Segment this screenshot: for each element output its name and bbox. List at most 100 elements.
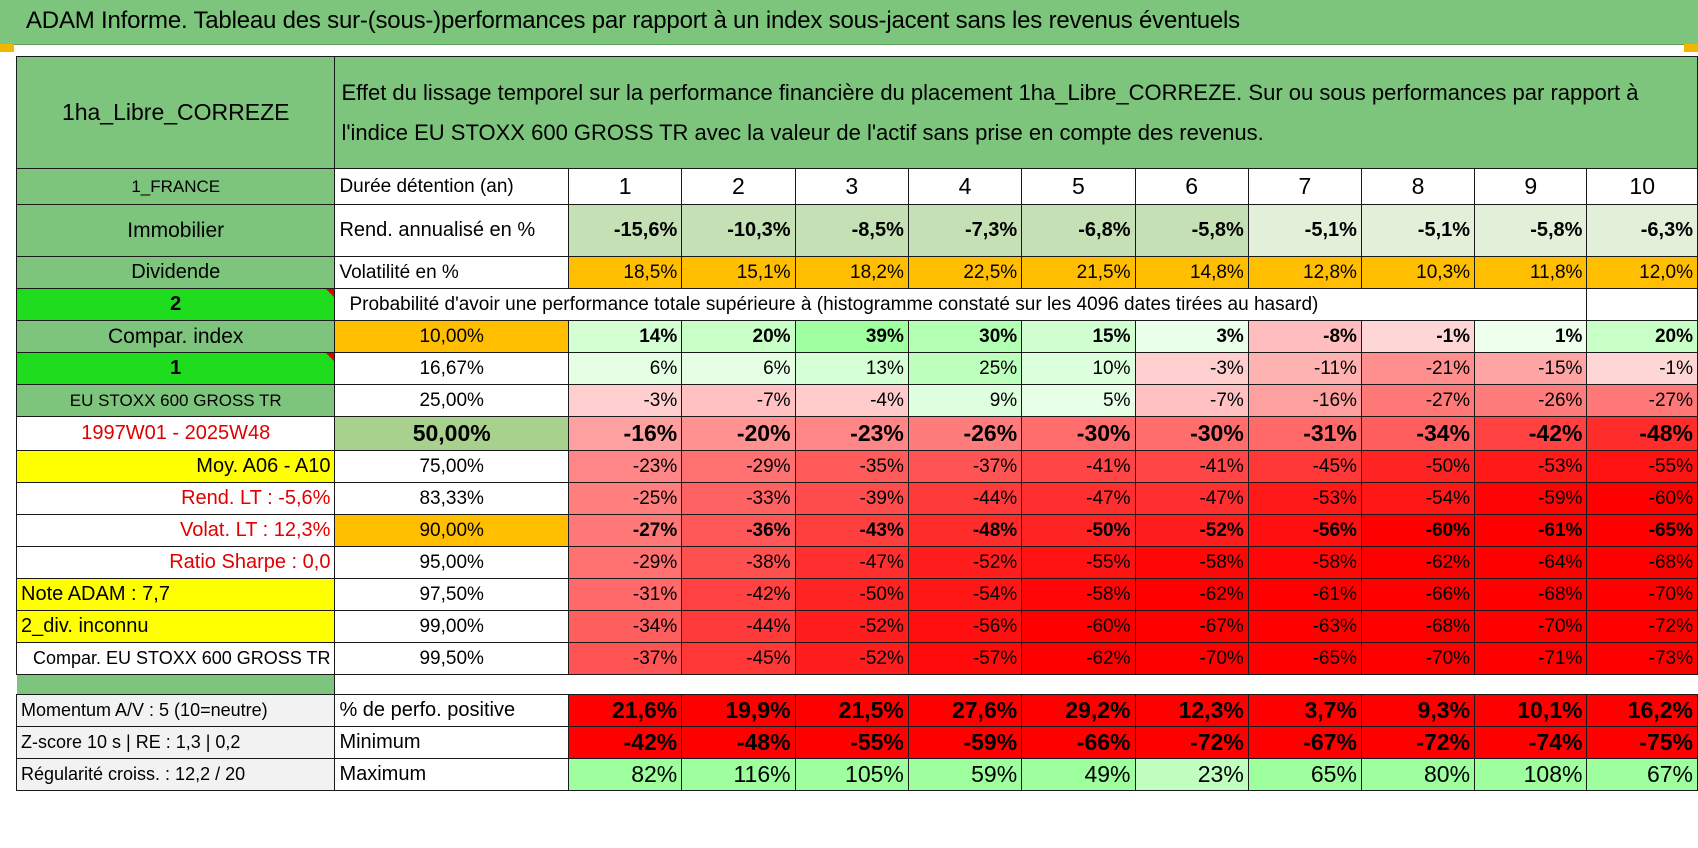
- quantile-cell: 25%: [907, 352, 1023, 385]
- quantile-row: 1997W01 - 2025W48 50,00% -16% -20% -23% -26% -…: [15, 416, 1698, 451]
- quantile-cell: -42%: [1474, 416, 1588, 451]
- stats-row: Régularité croiss. : 12,2 / 20 Maximum 82%…: [15, 758, 1698, 791]
- quantile-cell: -52%: [1134, 514, 1249, 547]
- quantile-pct: 75,00%: [334, 450, 569, 483]
- stats-row: Momentum A/V : 5 (10=neutre)% de perfo. …: [15, 694, 1698, 727]
- quantile-cell: -62%: [1021, 642, 1136, 675]
- quantile-cell: -21%: [1360, 352, 1476, 385]
- quantile-cell: 39%: [794, 320, 909, 353]
- quantile-cell: 6%: [681, 352, 796, 385]
- quantile-cell: -55%: [1021, 546, 1136, 579]
- min-cell: -74%: [1474, 726, 1588, 759]
- max-cell: 23%: [1134, 758, 1249, 791]
- quantile-cell: -45%: [1247, 450, 1362, 483]
- selector-2[interactable]: 1: [15, 352, 336, 385]
- quantile-cell: -26%: [1474, 384, 1588, 417]
- quantile-pct: 83,33%: [334, 482, 569, 515]
- min-cell: -66%: [1021, 726, 1136, 759]
- year-header: 4: [907, 168, 1023, 205]
- quantile-cell: -58%: [1134, 546, 1249, 579]
- quantile-cell: -48%: [907, 514, 1023, 547]
- year-header: 6: [1134, 168, 1249, 205]
- pos-cell: 3,7%: [1247, 694, 1362, 727]
- rend-label: Rend. annualisé en %: [334, 204, 569, 257]
- quantile-pct: 95,00%: [334, 546, 569, 579]
- quantile-cell: -71%: [1474, 642, 1588, 675]
- quantile-cell: -53%: [1474, 450, 1588, 483]
- min-cell: -48%: [681, 726, 796, 759]
- quantile-cell: -60%: [1360, 514, 1476, 547]
- vol-cell: 10,3%: [1360, 256, 1476, 289]
- quantile-row: 2_div. inconnu 99,00% -34% -44% -52% -56% -60%…: [15, 610, 1698, 643]
- quantile-cell: -1%: [1586, 352, 1698, 385]
- compar-index-label: Compar. index: [15, 320, 336, 353]
- selector-1[interactable]: 2: [15, 288, 336, 321]
- probability-label: Probabilité d'avoir une performance tota…: [334, 288, 1475, 321]
- pos-cell: 29,2%: [1021, 694, 1136, 727]
- quantile-cell: -58%: [1021, 578, 1136, 611]
- quantile-cell: 15%: [1021, 320, 1136, 353]
- quantile-cell: -58%: [1247, 546, 1362, 579]
- year-header: 7: [1247, 168, 1362, 205]
- quantile-cell: -7%: [1134, 384, 1249, 417]
- pos-cell: 21,6%: [567, 694, 683, 727]
- stats-left-label: Z-score 10 s | RE : 1,3 | 0,2: [15, 726, 336, 759]
- rend-cell: -6,3%: [1586, 204, 1698, 257]
- left-marker: [0, 44, 14, 52]
- year-header: 8: [1360, 168, 1476, 205]
- quantile-cell: -52%: [794, 642, 909, 675]
- quantile-cell: -66%: [1360, 578, 1476, 611]
- quantile-pct: 10,00%: [334, 320, 569, 353]
- quantile-cell: -41%: [1134, 450, 1249, 483]
- quantile-pct: 16,67%: [334, 352, 569, 385]
- div-cell: 2_div. inconnu: [15, 610, 336, 643]
- min-cell: -55%: [794, 726, 909, 759]
- quantile-cell: -33%: [681, 482, 796, 515]
- quantile-cell: -31%: [1247, 416, 1362, 451]
- stats-row: Z-score 10 s | RE : 1,3 | 0,2 Minimum -42%…: [15, 726, 1698, 759]
- max-cell: 67%: [1586, 758, 1698, 791]
- type-cell: Dividende: [15, 256, 336, 289]
- quantile-cell: -3%: [567, 384, 683, 417]
- spacer-row: [16, 674, 1698, 695]
- vol-cell: 12,8%: [1247, 256, 1362, 289]
- stats-left-label: Régularité croiss. : 12,2 / 20: [15, 758, 336, 791]
- report-title: ADAM Informe. Tableau des sur-(sous-)per…: [26, 7, 1240, 34]
- quantile-cell: -29%: [681, 450, 796, 483]
- duree-label: Durée détention (an): [334, 168, 569, 205]
- quantile-cell: -50%: [1360, 450, 1476, 483]
- max-cell: 49%: [1021, 758, 1136, 791]
- max-cell: 116%: [681, 758, 796, 791]
- rend-cell: -7,3%: [907, 204, 1023, 257]
- quantile-cell: 5%: [1021, 384, 1136, 417]
- rend-cell: -15,6%: [567, 204, 683, 257]
- quantile-cell: 20%: [1586, 320, 1698, 353]
- quantile-cell: -39%: [794, 482, 909, 515]
- quantile-cell: -25%: [567, 482, 683, 515]
- quantile-row: Ratio Sharpe : 0,0 95,00% -29% -38% -47% -52%…: [15, 546, 1698, 579]
- quantile-row: Compar. EU STOXX 600 GROSS TR 99,50% -37% -…: [15, 642, 1698, 675]
- quantile-cell: -16%: [567, 416, 683, 451]
- quantile-cell: -50%: [794, 578, 909, 611]
- quantile-cell: -23%: [794, 416, 909, 451]
- quantile-cell: -61%: [1247, 578, 1362, 611]
- quantile-cell: -67%: [1134, 610, 1249, 643]
- quantile-row: Note ADAM : 7,7 97,50% -31% -42% -50% -54% -58…: [15, 578, 1698, 611]
- quantile-cell: -70%: [1586, 578, 1698, 611]
- quantile-cell: -27%: [567, 514, 683, 547]
- stats-label: Maximum: [334, 758, 569, 791]
- quantile-cell: -37%: [567, 642, 683, 675]
- max-cell: 105%: [794, 758, 909, 791]
- vol-cell: 15,1%: [681, 256, 796, 289]
- pos-cell: 9,3%: [1360, 694, 1476, 727]
- quantile-cell: -70%: [1134, 642, 1249, 675]
- quantile-cell: -65%: [1586, 514, 1698, 547]
- quantile-row: Volat. LT : 12,3% 90,00% -27% -36% -43% -48% -…: [15, 514, 1698, 547]
- year-header: 9: [1474, 168, 1588, 205]
- quantile-cell: -50%: [1021, 514, 1136, 547]
- quantile-cell: -45%: [681, 642, 796, 675]
- quantile-cell: -72%: [1586, 610, 1698, 643]
- index-name: EU STOXX 600 GROSS TR: [15, 384, 336, 417]
- rend-cell: -6,8%: [1021, 204, 1136, 257]
- quantile-cell: -36%: [681, 514, 796, 547]
